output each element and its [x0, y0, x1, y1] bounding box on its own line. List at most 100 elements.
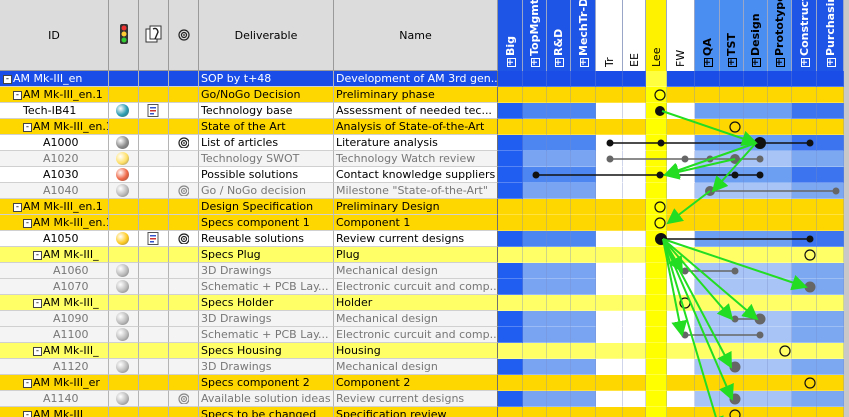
resource-cell[interactable] [571, 119, 596, 135]
resource-cell[interactable] [571, 407, 596, 417]
resource-cell[interactable] [792, 119, 817, 135]
target-cell[interactable] [169, 375, 199, 391]
resource-cell[interactable] [720, 87, 744, 103]
attachment-cell[interactable] [139, 247, 169, 263]
target-cell[interactable] [169, 71, 199, 87]
resource-cell[interactable] [667, 247, 695, 263]
deliverable-cell[interactable]: Available solution ideas [199, 391, 334, 407]
status-light-icon[interactable] [116, 168, 129, 181]
resource-cell[interactable] [498, 359, 523, 375]
group-row[interactable]: - AM Mk-III_ Specs Holder Holder [0, 295, 849, 311]
name-cell[interactable]: Electronic curcuit and comp... [334, 327, 498, 343]
resource-cell[interactable] [547, 327, 571, 343]
task-row[interactable]: A1060 3D Drawings Mechanical design [0, 263, 849, 279]
collapse-toggle-icon[interactable]: - [3, 73, 12, 84]
row-id-cell[interactable]: A1050 [0, 231, 109, 247]
resource-cell[interactable] [571, 359, 596, 375]
resource-header-purchasir[interactable]: + Purchasir [817, 0, 844, 71]
attachment-cell[interactable] [139, 407, 169, 417]
resource-cell[interactable] [667, 279, 695, 295]
resource-cell[interactable] [523, 231, 547, 247]
resource-cell[interactable] [547, 263, 571, 279]
resource-cell[interactable] [571, 311, 596, 327]
expand-box-icon[interactable]: + [553, 58, 564, 67]
resource-cell[interactable] [623, 359, 646, 375]
row-id-cell[interactable]: - AM Mk-III_en.1 [0, 119, 109, 135]
expand-box-icon[interactable]: + [578, 58, 588, 67]
deliverable-cell[interactable]: Specs component 1 [199, 215, 334, 231]
resource-cell[interactable] [498, 343, 523, 359]
resource-cell[interactable] [768, 183, 792, 199]
attachment-cell[interactable] [139, 375, 169, 391]
resource-cell[interactable] [695, 183, 720, 199]
name-cell[interactable]: Mechanical design [334, 263, 498, 279]
task-row[interactable]: A1090 3D Drawings Mechanical design [0, 311, 849, 327]
resource-header-construct[interactable]: + Construct [792, 0, 817, 71]
resource-cell[interactable] [695, 295, 720, 311]
row-id-cell[interactable]: A1090 [0, 311, 109, 327]
resource-cell[interactable] [744, 135, 768, 151]
resource-cell[interactable] [523, 71, 547, 87]
task-row[interactable]: A1000 List of articles Literature analysis [0, 135, 849, 151]
row-id-cell[interactable]: A1140 [0, 391, 109, 407]
status-cell[interactable] [109, 359, 139, 375]
resource-cell[interactable] [646, 231, 667, 247]
resource-cell[interactable] [547, 71, 571, 87]
resource-cell[interactable] [720, 295, 744, 311]
collapse-toggle-icon[interactable]: - [33, 345, 42, 356]
group-row[interactable]: - AM Mk-III_en.1 State of the Art Analysis … [0, 119, 849, 135]
resource-cell[interactable] [744, 391, 768, 407]
resource-cell[interactable] [744, 263, 768, 279]
resource-cell[interactable] [571, 151, 596, 167]
attachment-cell[interactable] [139, 359, 169, 375]
resource-cell[interactable] [547, 359, 571, 375]
resource-header-prototype[interactable]: + Prototype [768, 0, 792, 71]
row-id-cell[interactable]: - AM Mk-III_ [0, 343, 109, 359]
target-cell[interactable] [169, 359, 199, 375]
deliverable-cell[interactable]: 3D Drawings [199, 359, 334, 375]
resource-cell[interactable] [792, 71, 817, 87]
status-cell[interactable] [109, 263, 139, 279]
target-cell[interactable] [169, 87, 199, 103]
name-cell[interactable]: Component 1 [334, 215, 498, 231]
resource-cell[interactable] [547, 343, 571, 359]
resource-cell[interactable] [695, 247, 720, 263]
resource-cell[interactable] [817, 279, 844, 295]
collapse-toggle-icon[interactable]: - [23, 121, 32, 132]
name-cell[interactable]: Contact knowledge suppliers [334, 167, 498, 183]
resource-cell[interactable] [498, 151, 523, 167]
resource-cell[interactable] [523, 151, 547, 167]
resource-cell[interactable] [646, 375, 667, 391]
resource-cell[interactable] [720, 71, 744, 87]
resource-cell[interactable] [744, 199, 768, 215]
name-cell[interactable]: Technology Watch review [334, 151, 498, 167]
resource-cell[interactable] [744, 119, 768, 135]
resource-cell[interactable] [646, 167, 667, 183]
resource-cell[interactable] [596, 71, 623, 87]
resource-cell[interactable] [646, 279, 667, 295]
resource-cell[interactable] [523, 183, 547, 199]
resource-cell[interactable] [720, 215, 744, 231]
resource-cell[interactable] [695, 231, 720, 247]
resource-cell[interactable] [768, 279, 792, 295]
collapse-toggle-icon[interactable]: - [13, 201, 22, 212]
resource-cell[interactable] [623, 247, 646, 263]
resource-cell[interactable] [817, 391, 844, 407]
target-cell[interactable] [169, 279, 199, 295]
resource-cell[interactable] [646, 359, 667, 375]
target-cell[interactable] [169, 343, 199, 359]
target-icon[interactable] [178, 137, 189, 148]
attachment-cell[interactable] [139, 231, 169, 247]
group-row[interactable]: - AM Mk-III_en.1 Specs component 1 Componen… [0, 215, 849, 231]
resource-cell[interactable] [667, 295, 695, 311]
resource-cell[interactable] [547, 375, 571, 391]
status-cell[interactable] [109, 71, 139, 87]
resource-cell[interactable] [695, 407, 720, 417]
resource-cell[interactable] [498, 183, 523, 199]
resource-cell[interactable] [792, 215, 817, 231]
resource-header-qa[interactable]: + QA [695, 0, 720, 71]
resource-cell[interactable] [720, 407, 744, 417]
group-row[interactable]: - AM Mk-III_en.1 Go/NoGo Decision Prelimina… [0, 87, 849, 103]
resource-cell[interactable] [744, 407, 768, 417]
column-header-target[interactable] [169, 0, 199, 71]
